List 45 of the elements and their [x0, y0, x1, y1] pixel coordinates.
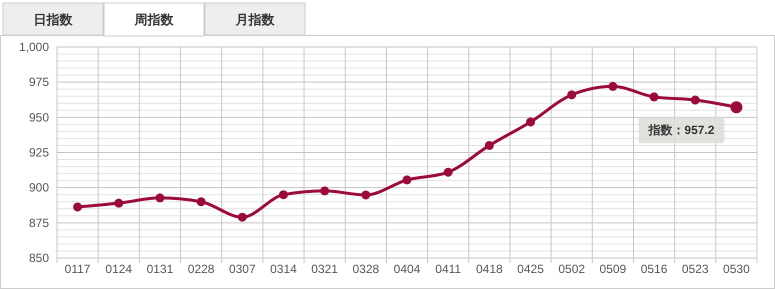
- point: [608, 82, 618, 91]
- annotation: 指数：957.2: [647, 123, 715, 138]
- x-tick-label: 0124: [105, 262, 132, 276]
- y-tick-label: 875: [28, 216, 50, 230]
- point: [650, 92, 659, 102]
- x-tick-label: 0418: [476, 262, 504, 276]
- point: [690, 96, 700, 105]
- point: [567, 90, 576, 100]
- point: [526, 117, 536, 126]
- point: [196, 197, 206, 206]
- x-tick-label: 0425: [517, 262, 544, 276]
- x-tick-label: 0307: [228, 262, 256, 276]
- x-tick-label: 0314: [270, 262, 298, 276]
- x-tick-label: 0509: [600, 262, 627, 276]
- x-tick-label: 0516: [640, 262, 668, 276]
- x-tick-label: 0328: [352, 262, 380, 276]
- x-tick-label: 0131: [146, 262, 174, 276]
- point: [361, 190, 370, 200]
- y-tick-label: 850: [28, 251, 50, 265]
- x-tick-label: 0502: [558, 262, 586, 276]
- point: [73, 202, 82, 212]
- point: [278, 190, 288, 200]
- point: [114, 198, 124, 208]
- point: [402, 175, 412, 184]
- tab: 日指数: [2, 2, 104, 36]
- y-tick-label: 1,000: [18, 40, 50, 54]
- y-tick-label: 925: [28, 146, 50, 160]
- point: [444, 168, 453, 177]
- x-tick-label: 0228: [188, 262, 215, 276]
- point: [484, 140, 494, 150]
- y-tick-label: 950: [28, 110, 50, 124]
- x-tick-label: 0321: [311, 262, 338, 276]
- x-tick-label: 0117: [64, 262, 91, 276]
- y-tick-label: 975: [28, 75, 50, 90]
- tab: 月指数: [204, 2, 306, 36]
- x-tick-label: 0530: [723, 262, 750, 276]
- point: [155, 193, 164, 202]
- x-tick-label: 0411: [435, 262, 462, 276]
- point: [238, 212, 247, 222]
- y-tick-label: 900: [28, 180, 50, 195]
- x-tick-label: 0523: [682, 262, 709, 276]
- tooltip: 指数：957.2: [638, 117, 724, 144]
- tab: 周指数: [104, 2, 204, 36]
- point: [320, 186, 330, 196]
- x-tick-label: 0404: [394, 262, 421, 276]
